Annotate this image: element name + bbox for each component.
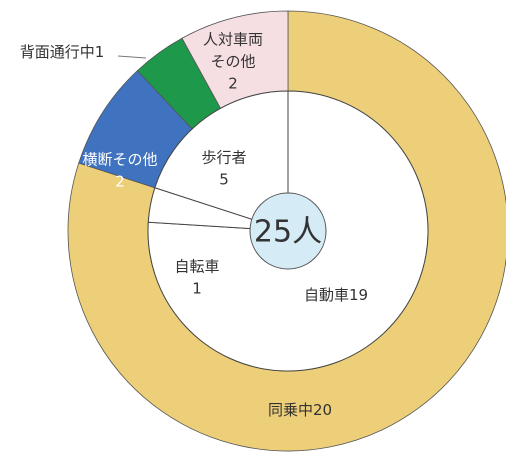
segment-label: 横断その他 2: [82, 151, 157, 191]
segment-label-text: 自動車19: [304, 286, 368, 304]
category-label: 自転車: [174, 258, 219, 276]
value-label: 2: [228, 75, 238, 93]
category-label: 歩行者: [201, 149, 246, 167]
leader-line: [117, 55, 147, 59]
segment-label: 自転車 1: [174, 258, 219, 298]
value-label: 20: [313, 401, 332, 419]
category-label: 横断その他: [82, 151, 157, 169]
category-label: 人対車両: [203, 31, 263, 49]
value-label: 19: [349, 286, 368, 304]
value-label: 1: [192, 280, 202, 298]
segment-label: 自動車19: [304, 286, 368, 304]
category-label: 背面通行中: [20, 43, 95, 61]
value-label: 1: [95, 43, 105, 61]
segment-label: 背面通行中1: [20, 43, 105, 61]
inner-segment: [147, 90, 429, 372]
category-label: 自動車: [304, 286, 349, 304]
segment-label-text: 背面通行中1: [20, 43, 105, 61]
center-circle: [249, 192, 327, 270]
value-label: 5: [219, 171, 229, 189]
category-label: その他: [210, 53, 255, 71]
center-label: 25人: [254, 215, 322, 250]
value-label: 2: [115, 173, 125, 191]
segment-label: 同乗中20: [268, 401, 332, 419]
category-label: 同乗中: [268, 401, 313, 419]
segment-label: 歩行者 5: [201, 149, 246, 189]
segment-label-text: 同乗中20: [268, 401, 332, 419]
inner-segment: [154, 90, 289, 232]
